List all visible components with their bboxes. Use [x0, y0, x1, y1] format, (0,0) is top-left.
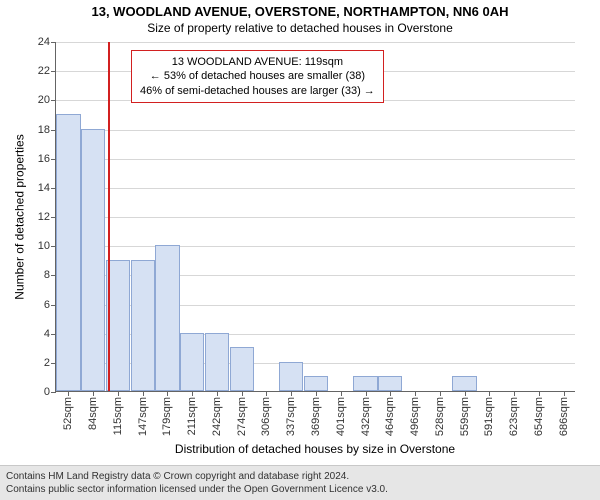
footer-line-1: Contains HM Land Registry data © Crown c…: [6, 470, 594, 483]
chart-subtitle: Size of property relative to detached ho…: [0, 19, 600, 35]
xtick-label: 147sqm: [137, 391, 149, 436]
bar: [230, 347, 254, 391]
ytick-label: 6: [44, 299, 56, 311]
xtick-label: 179sqm: [161, 391, 173, 436]
bar: [155, 245, 179, 391]
chart-container: 13, WOODLAND AVENUE, OVERSTONE, NORTHAMP…: [0, 0, 600, 500]
xtick-label: 401sqm: [335, 391, 347, 436]
footer-line-2: Contains public sector information licen…: [6, 483, 594, 496]
footer: Contains HM Land Registry data © Crown c…: [0, 465, 600, 500]
xtick-label: 306sqm: [260, 391, 272, 436]
xtick-label: 274sqm: [236, 391, 248, 436]
y-axis-label: Number of detached properties: [12, 42, 27, 392]
ytick-label: 12: [38, 211, 56, 223]
bar: [304, 376, 328, 391]
gridline: [56, 130, 575, 131]
ytick-label: 18: [38, 124, 56, 136]
info-line: ← 53% of detached houses are smaller (38…: [140, 69, 375, 83]
ytick-label: 24: [38, 36, 56, 48]
xtick-label: 52sqm: [62, 391, 74, 430]
ytick-label: 8: [44, 269, 56, 281]
gridline: [56, 42, 575, 43]
xtick-label: 528sqm: [434, 391, 446, 436]
bar: [131, 260, 155, 391]
xtick-label: 211sqm: [186, 391, 198, 435]
xtick-label: 654sqm: [533, 391, 545, 436]
xtick-label: 464sqm: [384, 391, 396, 436]
xtick-label: 623sqm: [508, 391, 520, 436]
ytick-label: 20: [38, 94, 56, 106]
plot: 02468101214161820222452sqm84sqm115sqm147…: [55, 42, 575, 392]
xtick-label: 115sqm: [112, 391, 124, 435]
gridline: [56, 188, 575, 189]
xtick-label: 84sqm: [87, 391, 99, 430]
ytick-label: 22: [38, 65, 56, 77]
marker-line: [108, 42, 110, 391]
ytick-label: 14: [38, 182, 56, 194]
chart-title: 13, WOODLAND AVENUE, OVERSTONE, NORTHAMP…: [0, 0, 600, 19]
xtick-label: 559sqm: [459, 391, 471, 436]
bar: [452, 376, 476, 391]
xtick-label: 432sqm: [360, 391, 372, 436]
xtick-label: 496sqm: [409, 391, 421, 436]
info-line: 13 WOODLAND AVENUE: 119sqm: [140, 55, 375, 69]
info-box: 13 WOODLAND AVENUE: 119sqm← 53% of detac…: [131, 50, 384, 103]
bar: [279, 362, 303, 391]
bar: [378, 376, 402, 391]
xtick-label: 369sqm: [310, 391, 322, 436]
ytick-label: 0: [44, 386, 56, 398]
bar: [81, 129, 105, 392]
xtick-label: 242sqm: [211, 391, 223, 436]
ytick-label: 2: [44, 357, 56, 369]
info-line: 46% of semi-detached houses are larger (…: [140, 84, 375, 98]
ytick-label: 4: [44, 328, 56, 340]
plot-area: 02468101214161820222452sqm84sqm115sqm147…: [55, 42, 575, 392]
bar: [353, 376, 377, 391]
ytick-label: 10: [38, 240, 56, 252]
gridline: [56, 217, 575, 218]
gridline: [56, 159, 575, 160]
x-axis-label: Distribution of detached houses by size …: [55, 442, 575, 456]
bar: [180, 333, 204, 391]
bar: [56, 114, 80, 391]
bar: [205, 333, 229, 391]
gridline: [56, 246, 575, 247]
ytick-label: 16: [38, 153, 56, 165]
xtick-label: 686sqm: [558, 391, 570, 436]
xtick-label: 591sqm: [483, 391, 495, 436]
xtick-label: 337sqm: [285, 391, 297, 436]
